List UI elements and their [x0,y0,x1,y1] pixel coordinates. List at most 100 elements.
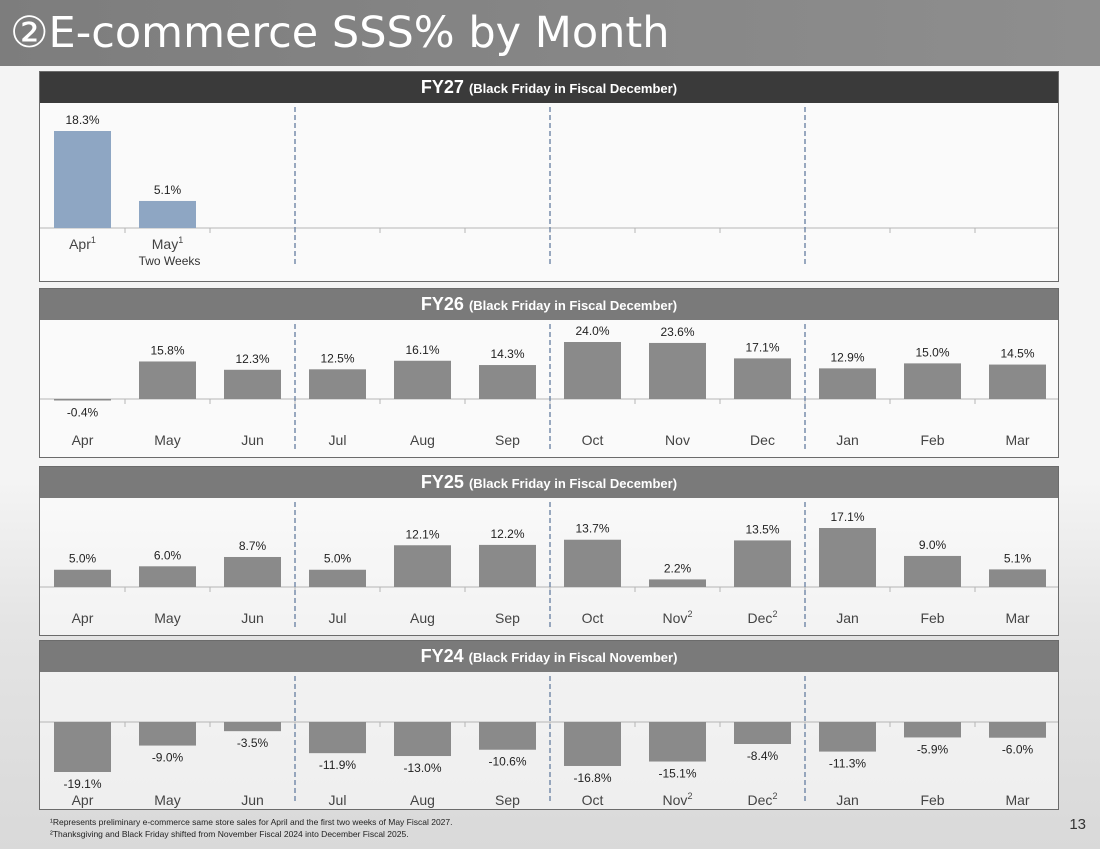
category-label: Apr [72,792,94,808]
data-label: 5.0% [324,552,352,566]
category-label: Oct [582,432,604,448]
category-label: Nov2 [663,791,693,808]
bar-aug [394,545,451,587]
data-label: 13.5% [745,522,779,536]
category-label: Oct [582,610,604,626]
fy27-chart-title: FY27 [420,77,464,97]
fy26-chart-panel: FY26 (Black Friday in Fiscal December) -… [39,288,1059,458]
data-label: 14.3% [490,347,524,361]
category-label: Jan [836,432,859,448]
category-label: May [154,432,180,448]
bar-mar [989,364,1046,399]
bar-oct [564,722,621,766]
bar-apr [54,722,111,772]
category-label: Sep [495,792,520,808]
bar-jun [224,722,281,732]
bar-feb [904,722,961,738]
fy24-chart-panel: FY24 (Black Friday in Fiscal November) -… [39,640,1059,810]
data-label: -6.0% [1002,743,1034,757]
bar-apr [54,131,111,228]
fy26-chart-subtitle: (Black Friday in Fiscal December) [468,298,678,313]
bar-feb [904,555,961,587]
data-label: -11.3% [829,757,866,771]
fy26-chart-title: FY26 [420,294,464,314]
data-label: 12.3% [235,352,269,366]
data-label: -9.0% [152,751,184,765]
bar-may [139,200,196,228]
bar-dec [734,358,791,399]
fy27-chart-subtitle: (Black Friday in Fiscal December) [468,81,678,96]
data-label: 12.2% [490,527,524,541]
footnote-marker: 1 [91,235,96,245]
bar-nov [649,342,706,399]
category-label: May1 [152,235,183,252]
category-label: Apr1 [69,235,96,252]
category-label: Jan [836,610,859,626]
fy24-chart-header: FY24 (Black Friday in Fiscal November) [40,641,1058,672]
data-label: 17.1% [745,340,779,354]
data-label: -16.8% [573,771,611,785]
fy25-chart-panel: FY25 (Black Friday in Fiscal December) 5… [39,466,1059,636]
category-label: Dec2 [748,791,778,808]
bar-sep [479,544,536,587]
fy27-bar-chart: 18.3% Apr1 5.1% May1 Two Weeks [40,107,1058,268]
fy27-chart-header: FY27 (Black Friday in Fiscal December) [40,72,1058,103]
data-label: 5.1% [154,183,182,197]
bar-may [139,722,196,746]
data-label: 14.5% [1000,347,1034,361]
bar-jun [224,369,281,399]
bar-nov [649,722,706,762]
bar-jan [819,368,876,399]
category-label: Mar [1005,610,1029,626]
data-label: -10.6% [488,755,526,769]
category-label: Apr [72,432,94,448]
data-label: 6.0% [154,548,182,562]
category-label: Mar [1005,432,1029,448]
footnote-1: ¹Represents preliminary e-commerce same … [50,817,453,827]
bar-aug [394,360,451,399]
category-label: Jun [241,432,264,448]
category-label: Mar [1005,792,1029,808]
category-label: Dec [750,432,775,448]
data-label: -19.1% [63,777,101,791]
data-label: 9.0% [919,538,947,552]
data-label: 15.0% [915,345,949,359]
footnote-marker: 2 [687,791,692,801]
bar-sep [479,722,536,750]
category-label: May [154,610,180,626]
data-label: 2.2% [664,561,692,575]
bar-feb [904,363,961,399]
title-bar: ②E-commerce SSS% by Month [0,0,1100,66]
bar-sep [479,365,536,399]
data-label: 5.0% [69,552,97,566]
bar-jul [309,369,366,399]
category-label: Jan [836,792,859,808]
fy25-bar-chart: 5.0% Apr 6.0% May 8.7% Jun 5.0% Jul 12.1% Aug 12.2… [40,502,1058,628]
fy24-bar-chart: -19.1%Apr -9.0% May -3.5% Jun -11.9% Jul -13.0%… [40,676,1058,808]
data-label: 24.0% [575,324,609,338]
fy25-chart-header: FY25 (Black Friday in Fiscal December) [40,467,1058,498]
data-label: -5.9% [917,742,949,756]
bar-dec [734,722,791,744]
bar-mar [989,569,1046,587]
fy25-chart-title: FY25 [420,472,464,492]
data-label: 12.5% [320,351,354,365]
category-label: Apr [72,610,94,626]
data-label: 12.1% [405,527,439,541]
data-label: 18.3% [65,113,99,127]
footnote-marker: 2 [772,609,777,619]
bar-jul [309,569,366,587]
fy24-chart-subtitle: (Black Friday in Fiscal November) [468,650,678,665]
bar-oct [564,539,621,587]
category-label: Sep [495,432,520,448]
bar-apr [54,569,111,587]
bar-jan [819,722,876,752]
bar-jun [224,556,281,587]
page-title: ②E-commerce SSS% by Month [10,8,670,58]
category-label: Aug [410,792,435,808]
bar-may [139,566,196,587]
data-label: -15.1% [658,767,696,781]
data-label: 15.8% [150,343,184,357]
data-label: -8.4% [747,749,779,763]
footnote-marker: 2 [772,791,777,801]
